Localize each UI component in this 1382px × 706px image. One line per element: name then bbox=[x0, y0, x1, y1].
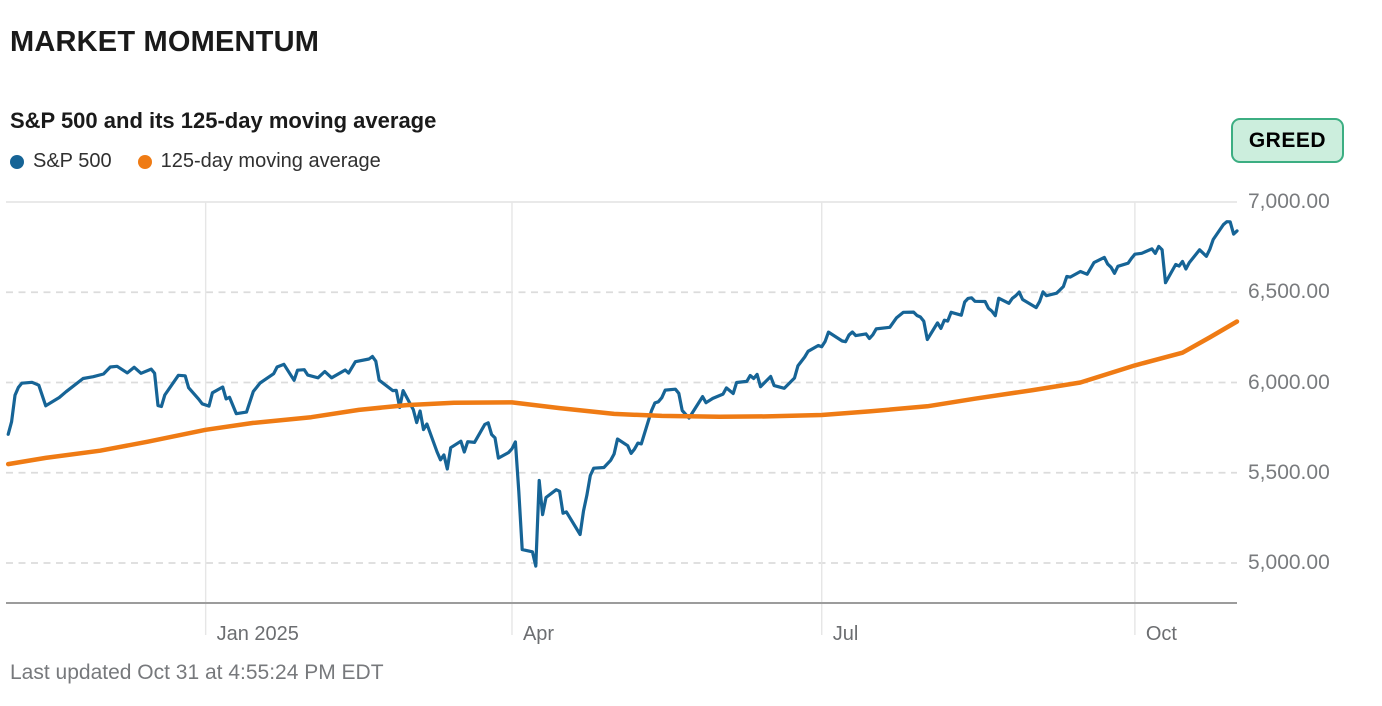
series-s-p-500 bbox=[6, 220, 1239, 568]
chart-subtitle: S&P 500 and its 125-day moving average bbox=[10, 108, 437, 134]
sp500-series-dot-icon bbox=[10, 154, 24, 169]
last-updated-text: Last updated Oct 31 at 4:55:24 PM EDT bbox=[10, 661, 384, 684]
greed-status-badge: GREED bbox=[1230, 118, 1344, 163]
y-axis-tick-label: 6,000.00 bbox=[1248, 370, 1330, 394]
legend-label-moving-average: 125-day moving average bbox=[160, 150, 381, 172]
y-axis-tick-label: 5,000.00 bbox=[1248, 551, 1330, 574]
chart-legend: S&P 500 125-day moving average bbox=[10, 150, 381, 173]
page-title: MARKET MOMENTUM bbox=[10, 26, 320, 59]
legend-item-sp500: S&P 500 bbox=[10, 150, 112, 173]
y-axis-tick-label: 5,500.00 bbox=[1248, 460, 1330, 484]
y-axis-tick-label: 6,500.00 bbox=[1248, 280, 1330, 304]
legend-label-sp500: S&P 500 bbox=[33, 150, 112, 172]
x-axis-tick-label: Oct bbox=[1145, 623, 1177, 645]
series-125-day-moving-average bbox=[5, 319, 1240, 467]
x-axis-tick-label: Jul bbox=[832, 623, 859, 645]
legend-item-moving-average: 125-day moving average bbox=[137, 150, 381, 173]
moving-average-series-dot-icon bbox=[137, 154, 152, 169]
x-axis-tick-label: Apr bbox=[522, 623, 555, 645]
x-axis-tick-label: Jan 2025 bbox=[216, 623, 299, 645]
y-axis-tick-label: 7,000.00 bbox=[1248, 190, 1330, 213]
